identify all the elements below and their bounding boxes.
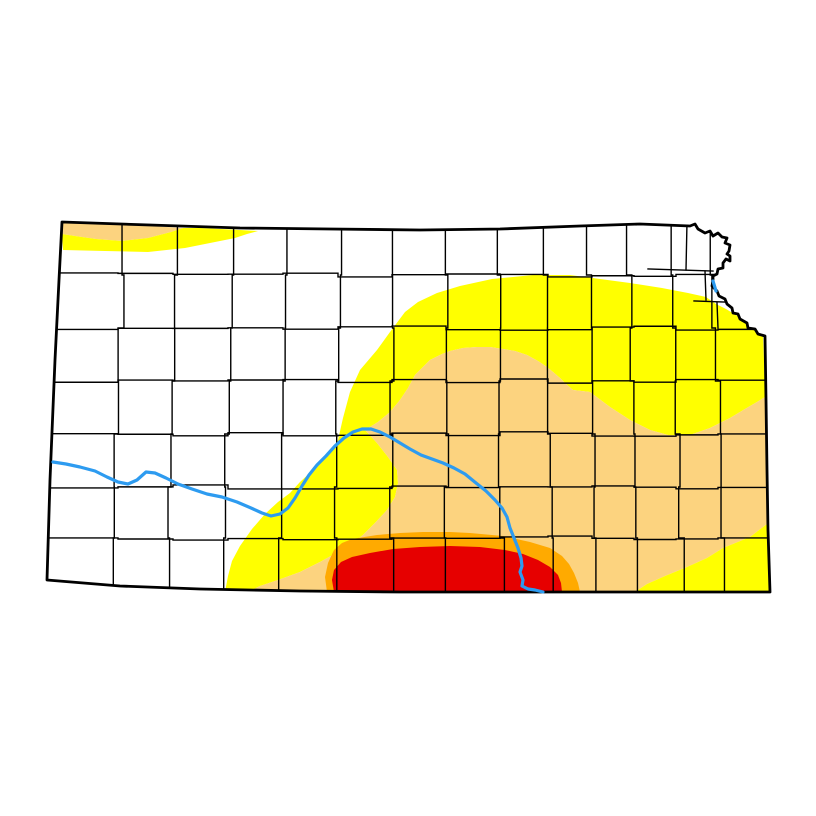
d1-south-central-region — [248, 347, 767, 592]
county-line-extra — [647, 268, 714, 272]
county-line-vertical — [670, 222, 685, 592]
county-grid-layer — [47, 222, 770, 592]
river-border-fragment — [711, 279, 718, 293]
county-line-vertical — [167, 222, 179, 592]
county-line-vertical — [496, 222, 506, 592]
county-line-vertical — [112, 222, 125, 592]
county-line-extra — [716, 302, 719, 329]
county-line-vertical — [333, 222, 343, 592]
county-line-vertical — [625, 222, 639, 592]
county-line-vertical — [585, 222, 597, 592]
d0-southeast-corner-region — [635, 524, 770, 592]
county-line-horizontal — [47, 378, 770, 384]
county-line-vertical — [277, 222, 288, 592]
county-line-horizontal — [47, 325, 770, 331]
river-line — [51, 427, 545, 594]
county-line-vertical — [443, 222, 450, 592]
county-line-extra — [704, 270, 707, 301]
county-line-horizontal — [47, 535, 770, 541]
county-line-horizontal — [47, 431, 770, 437]
county-line-vertical — [542, 222, 554, 592]
county-line-extra — [685, 222, 688, 271]
county-line-horizontal — [47, 272, 770, 278]
county-line-vertical — [222, 222, 235, 592]
d0-northwest-strip-region — [62, 228, 258, 252]
county-line-horizontal — [47, 484, 770, 490]
county-line-vertical — [389, 222, 395, 592]
